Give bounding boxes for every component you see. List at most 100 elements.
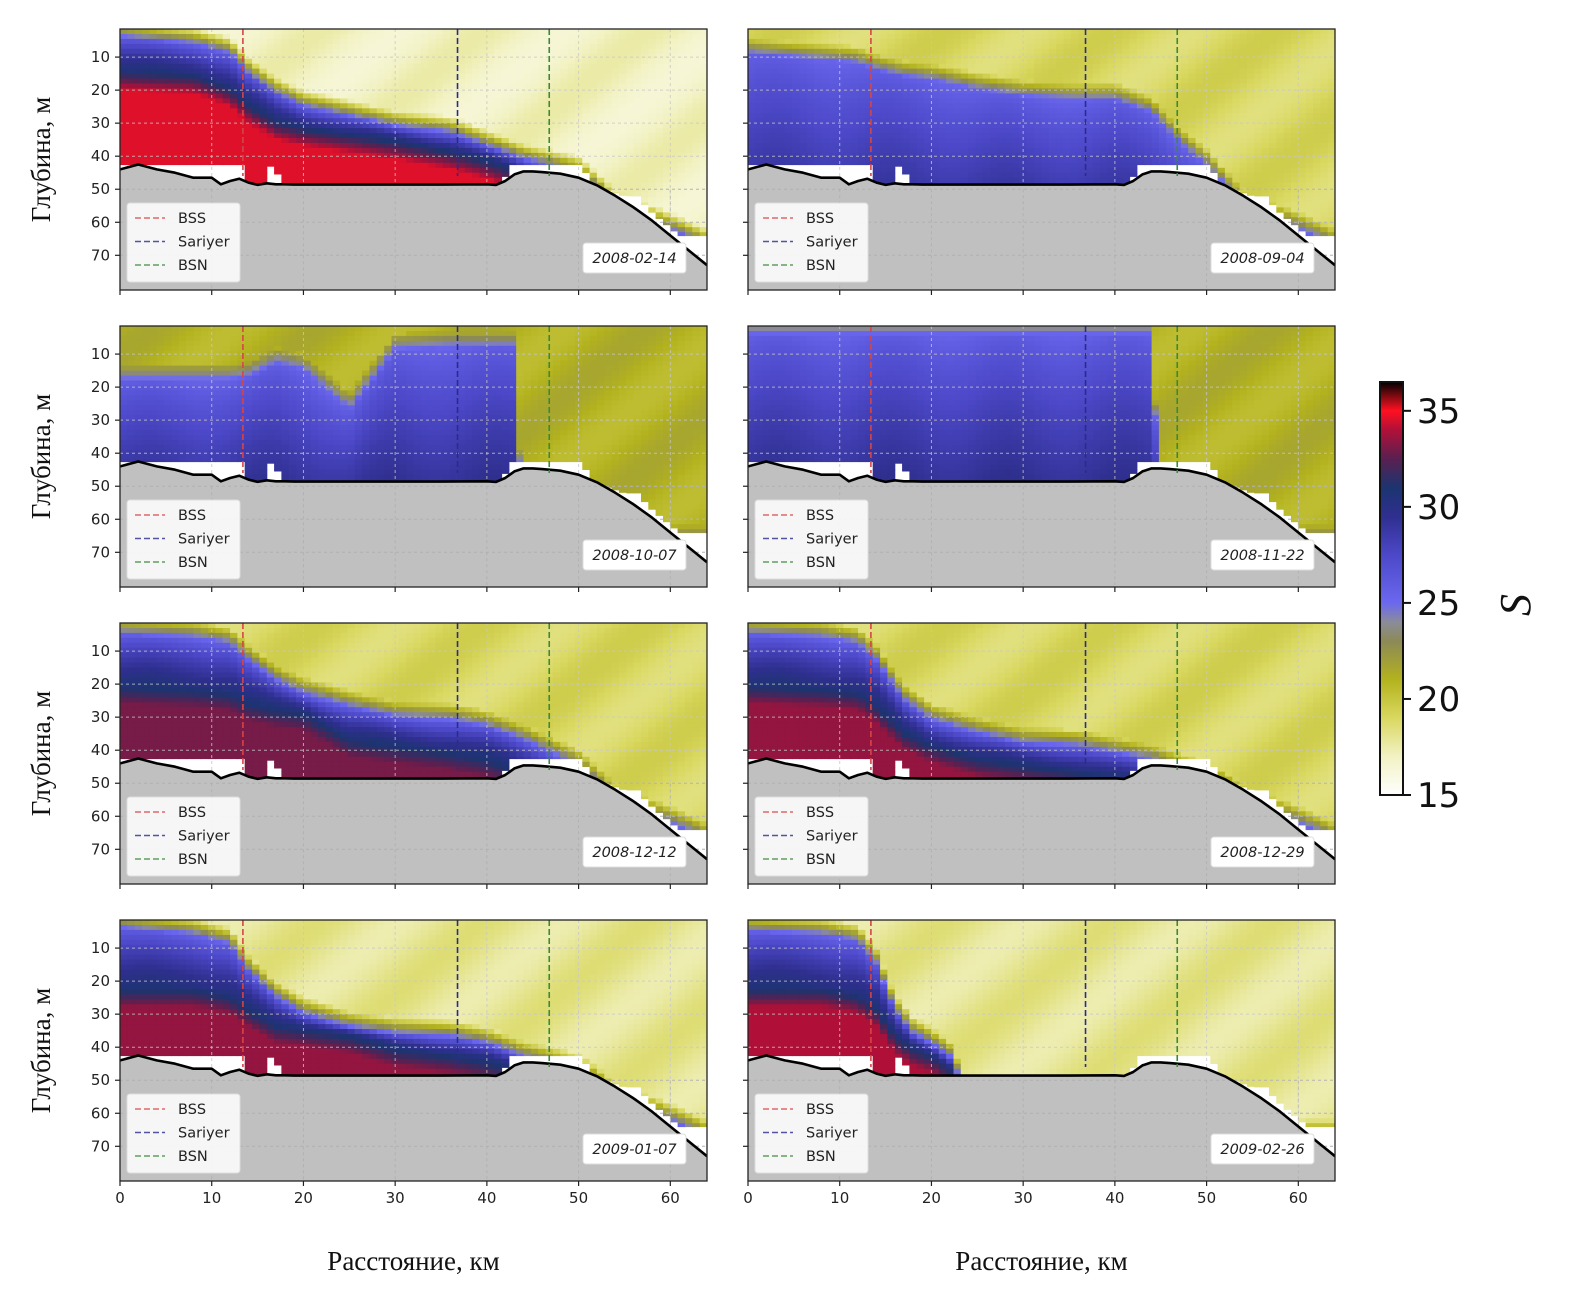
salinity-cell: [310, 113, 319, 119]
salinity-cell: [670, 182, 679, 189]
salinity-cell: [457, 93, 466, 99]
salinity-cell: [479, 88, 488, 95]
salinity-cell: [938, 98, 947, 104]
salinity-cell: [1298, 58, 1307, 65]
salinity-cell: [1070, 172, 1079, 179]
salinity-cell: [354, 128, 363, 134]
salinity-cell: [340, 93, 348, 99]
salinity-cell: [281, 172, 290, 179]
salinity-cell: [288, 133, 297, 139]
salinity-cell: [931, 98, 940, 104]
salinity-cell: [1210, 93, 1219, 99]
salinity-cell: [887, 53, 896, 60]
salinity-cell: [692, 113, 701, 119]
salinity-cell: [1114, 43, 1123, 50]
salinity-cell: [523, 113, 532, 119]
salinity-cell: [677, 133, 686, 139]
salinity-cell: [332, 123, 341, 129]
salinity-cell: [670, 197, 679, 204]
salinity-cell: [699, 202, 707, 208]
salinity-cell: [611, 68, 620, 75]
salinity-cell: [924, 118, 932, 124]
salinity-cell: [982, 63, 991, 70]
salinity-cell: [924, 38, 932, 45]
salinity-cell: [880, 34, 888, 40]
salinity-cell: [464, 63, 473, 70]
salinity-cell: [1107, 118, 1116, 124]
salinity-cell: [486, 78, 495, 85]
salinity-cell: [200, 43, 209, 50]
salinity-cell: [968, 93, 976, 99]
salinity-cell: [975, 157, 984, 164]
salinity-cell: [1085, 147, 1094, 154]
salinity-cell: [814, 29, 822, 35]
salinity-cell: [618, 63, 627, 70]
salinity-cell: [237, 34, 246, 40]
salinity-cell: [391, 43, 400, 50]
salinity-cell: [193, 157, 202, 164]
salinity-cell: [1107, 113, 1116, 119]
salinity-cell: [1180, 38, 1189, 45]
salinity-cell: [670, 202, 679, 208]
salinity-cell: [340, 123, 348, 129]
salinity-cell: [685, 73, 693, 80]
salinity-cell: [1012, 103, 1021, 109]
salinity-cell: [692, 88, 701, 95]
salinity-cell: [618, 113, 627, 119]
salinity-cell: [821, 113, 830, 119]
salinity-cell: [814, 108, 822, 114]
salinity-cell: [1041, 103, 1050, 109]
salinity-cell: [699, 98, 707, 104]
salinity-cell: [193, 48, 202, 55]
salinity-cell: [376, 147, 385, 154]
salinity-cell: [325, 53, 334, 60]
salinity-cell: [1254, 138, 1263, 144]
salinity-cell: [215, 53, 224, 60]
salinity-cell: [821, 73, 830, 80]
salinity-cell: [398, 128, 407, 134]
salinity-cell: [340, 98, 348, 104]
salinity-cell: [968, 133, 976, 139]
salinity-cell: [156, 88, 165, 95]
salinity-cell: [1291, 222, 1299, 226]
salinity-cell: [1026, 103, 1035, 109]
salinity-cell: [880, 68, 888, 75]
salinity-cell: [325, 108, 334, 114]
salinity-cell: [1232, 167, 1241, 174]
salinity-cell: [200, 29, 209, 35]
salinity-cell: [1136, 138, 1145, 144]
salinity-cell: [960, 147, 969, 154]
salinity-cell: [1004, 147, 1013, 154]
salinity-cell: [362, 177, 370, 184]
salinity-cell: [806, 63, 815, 70]
salinity-cell: [850, 123, 859, 129]
salinity-cell: [1232, 177, 1241, 184]
salinity-cell: [1048, 162, 1057, 169]
salinity-cell: [237, 113, 246, 119]
salinity-cell: [762, 147, 771, 154]
salinity-cell: [670, 123, 679, 129]
salinity-cell: [318, 29, 326, 35]
salinity-cell: [1217, 48, 1226, 55]
salinity-cell: [332, 172, 341, 179]
salinity-cell: [120, 157, 128, 164]
salinity-cell: [1239, 83, 1248, 90]
salinity-cell: [946, 78, 954, 85]
salinity-cell: [457, 48, 466, 55]
salinity-cell: [626, 103, 635, 109]
salinity-cell: [1232, 133, 1241, 139]
salinity-cell: [1019, 162, 1028, 169]
salinity-cell: [552, 93, 561, 99]
salinity-cell: [663, 197, 671, 204]
salinity-cell: [208, 78, 216, 85]
salinity-cell: [858, 48, 866, 55]
salinity-cell: [178, 143, 187, 149]
salinity-cell: [281, 118, 290, 124]
salinity-cell: [472, 98, 481, 104]
salinity-cell: [1232, 147, 1241, 154]
salinity-cell: [655, 157, 664, 164]
salinity-cell: [413, 103, 422, 109]
salinity-cell: [655, 68, 664, 75]
